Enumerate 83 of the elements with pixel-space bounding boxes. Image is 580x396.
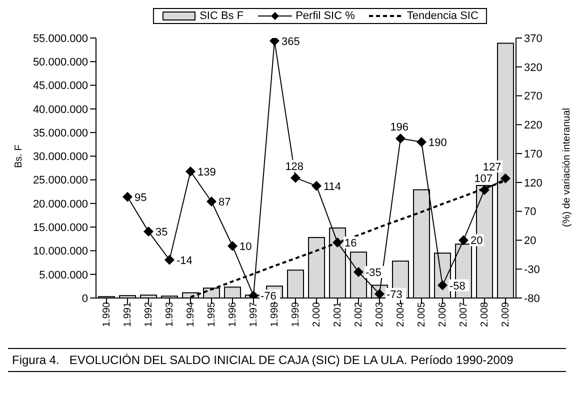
point	[290, 172, 300, 183]
legend-label: Tendencia SIC	[406, 10, 478, 22]
y2-tick-label: 370	[524, 32, 542, 45]
data-label: -58	[450, 280, 466, 292]
data-label: 128	[285, 160, 304, 173]
point	[206, 196, 216, 207]
point	[164, 254, 174, 265]
point	[396, 134, 406, 144]
x-tick-label: 1.995	[206, 302, 218, 328]
x-tick-label: 2.002	[354, 302, 365, 328]
data-label: 139	[198, 166, 216, 178]
point	[332, 238, 342, 248]
x-tick-label: 2.005	[416, 302, 428, 328]
point	[354, 267, 364, 277]
x-tick-label: 2.000	[312, 302, 323, 328]
y2-tick-label: 220	[524, 120, 542, 132]
y-tick-label: 20.000.000	[32, 198, 88, 210]
y2-tick-label: -30	[524, 264, 540, 276]
data-label: 95	[134, 192, 147, 204]
x-tick-label: 1.994	[186, 302, 197, 328]
y-tick-label: 45.000.000	[32, 80, 88, 92]
data-label: 190	[428, 137, 447, 149]
point	[500, 173, 510, 184]
point	[438, 280, 448, 290]
data-label: -14	[176, 254, 192, 267]
data-label: -76	[260, 290, 276, 303]
data-label: 196	[390, 122, 409, 134]
x-tick-label: 2.004	[396, 302, 407, 328]
x-tick-label: 1.991	[122, 302, 134, 328]
y-tick-label: 0	[82, 292, 88, 305]
x-tick-label: 2.007	[458, 302, 470, 328]
y-tick-label: 30.000.000	[32, 151, 88, 164]
x-tick-label: 2.003	[374, 302, 386, 328]
point	[480, 184, 490, 195]
data-label: 107	[474, 172, 493, 185]
y2-tick-label: 320	[524, 62, 542, 74]
y2-tick-label: 270	[524, 90, 542, 103]
y-tick-label: 55.000.000	[32, 32, 88, 45]
y2-tick-label: 70	[524, 206, 536, 218]
x-tick-label: 2.006	[438, 302, 449, 328]
text: Figura 4. EVOLUCIÓN DEL SALDO INICIAL DE CAJA (SIC) DE LA ULA. Período 1990-2009	[12, 353, 514, 367]
x-tick-label: 1.999	[290, 302, 302, 328]
data-label: 10	[240, 241, 252, 253]
y-tick-label: 40.000.000	[32, 104, 88, 116]
data-label: 127	[482, 161, 502, 174]
data-label: 35	[156, 226, 168, 239]
y-tick-label: 50.000.000	[32, 56, 88, 69]
point	[228, 241, 238, 251]
point	[458, 235, 468, 246]
x-tick-label: 1.997	[248, 302, 260, 328]
legend-label: Perfil SIC %	[296, 10, 355, 22]
x-tick-label: 1.993	[164, 302, 176, 328]
x-tick-label: 1.992	[144, 302, 155, 328]
y-tick-label: 5.000.000	[39, 269, 88, 282]
y-tick-label: 35.000.000	[32, 127, 88, 140]
y-tick-label: 15.000.000	[32, 222, 88, 234]
y-tick-label: 25.000.000	[32, 174, 88, 187]
y2-axis-title: (%) de variación interanual	[562, 108, 573, 227]
y2-tick-label: -80	[524, 292, 540, 305]
data-label: 20	[470, 235, 483, 248]
point	[312, 180, 322, 191]
x-tick-label: 2.009	[500, 302, 512, 328]
y-tick-label: 10.000.000	[32, 246, 88, 258]
y2-tick-label: 120	[524, 177, 542, 190]
point	[186, 166, 196, 176]
data-label: 16	[344, 238, 357, 250]
x-tick-label: 2.001	[332, 302, 344, 328]
data-label: 365	[282, 36, 300, 48]
point	[416, 137, 426, 147]
point	[122, 192, 132, 202]
y2-tick-label: 170	[524, 148, 542, 160]
data-label: 114	[324, 180, 342, 193]
legend-label: SIC Bs F	[200, 10, 244, 22]
data-label: -73	[386, 288, 402, 301]
y2-tick-label: 20	[524, 235, 536, 248]
x-tick-label: 1.990	[102, 302, 113, 328]
y-axis-title: Bs. F	[14, 144, 25, 168]
data-label: 87	[218, 196, 231, 209]
data-label: -35	[366, 267, 382, 279]
x-tick-label: 2.008	[480, 302, 491, 328]
x-tick-label: 1.996	[228, 302, 239, 328]
point	[144, 226, 154, 237]
x-tick-label: 1.998	[270, 302, 281, 328]
